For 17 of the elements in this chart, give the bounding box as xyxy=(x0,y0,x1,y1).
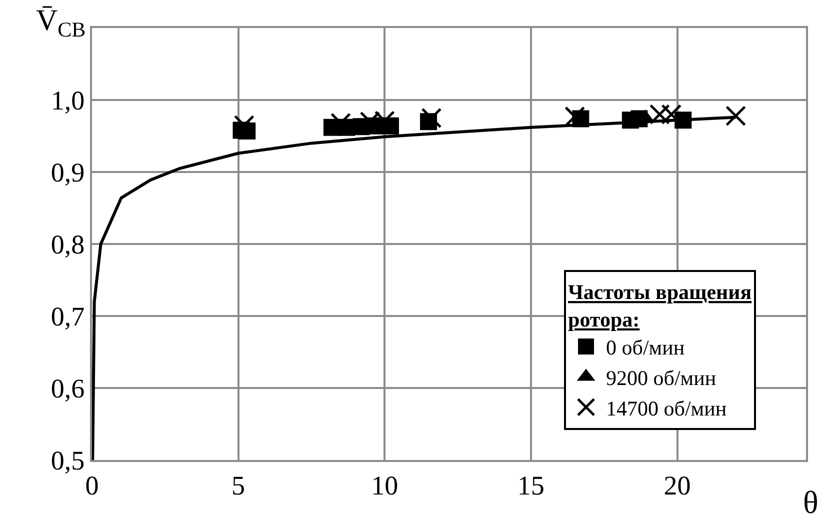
x-axis-title: θ xyxy=(803,484,818,520)
legend-label: 14700 об/мин xyxy=(606,396,727,420)
x-tick-label: 0 xyxy=(85,470,99,500)
y-tick-label: 0,6 xyxy=(50,373,85,404)
y-axis-title: V̄$_{CB}$ xyxy=(36,4,86,42)
legend-title: Частоты вращения ротора: xyxy=(568,280,752,332)
x-tick-label: 20 xyxy=(664,470,691,500)
y-tick-label: 0,9 xyxy=(50,157,85,188)
y-tick-label: 1,0 xyxy=(50,85,85,116)
legend-label: 9200 об/мин xyxy=(606,366,716,390)
legend-label: 0 об/мин xyxy=(606,336,685,360)
y-tick-label: 0,5 xyxy=(50,445,85,476)
x-tick-label: 5 xyxy=(232,470,246,500)
y-tick-label: 0,8 xyxy=(50,229,85,260)
y-tick-label: 0,7 xyxy=(50,301,85,332)
x-tick-label: 10 xyxy=(371,470,398,500)
x-tick-label: 15 xyxy=(517,470,544,500)
